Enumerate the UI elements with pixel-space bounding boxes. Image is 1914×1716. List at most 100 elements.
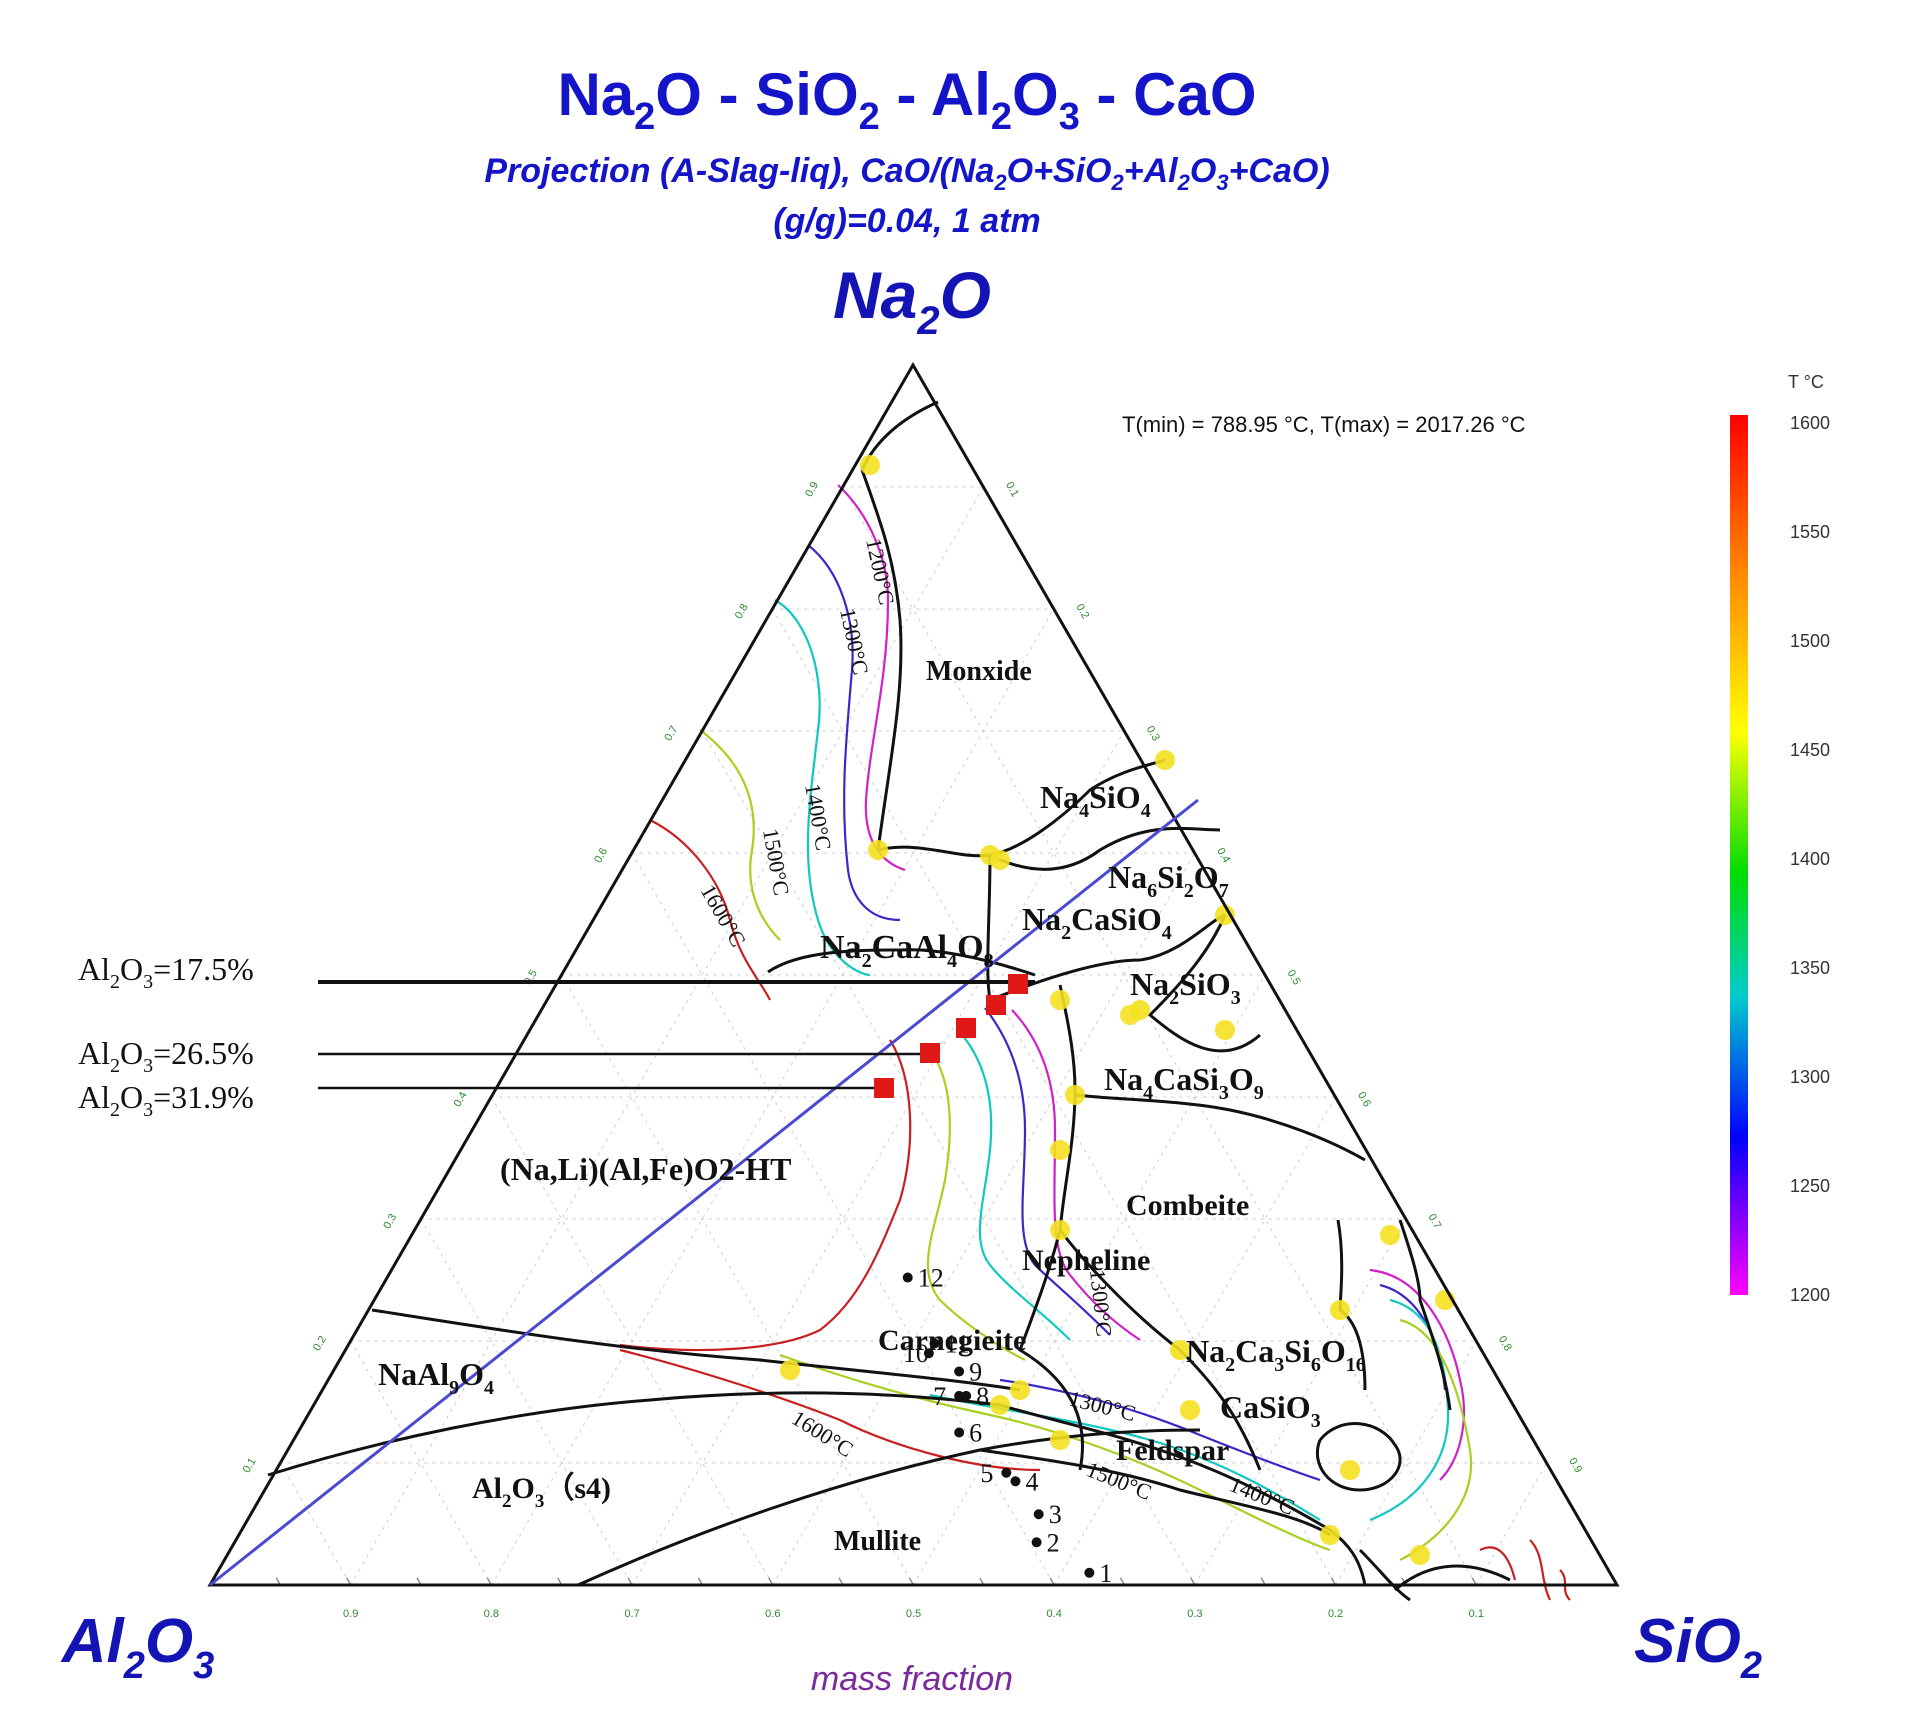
isotherm-lines (619, 484, 1571, 1601)
invariant-point (1320, 1525, 1340, 1545)
tick-label-bottom: 0.9 (343, 1608, 358, 1620)
isotherm-1200-mid (1011, 1009, 1141, 1341)
boundary-combeite-top (1074, 1093, 1366, 1162)
sample-point-label: 2 (1047, 1528, 1060, 1557)
section-marker (956, 1018, 976, 1038)
phase-nalialfe: (Na,Li)(Al,Fe)O2-HT (500, 1151, 792, 1187)
phase-al2o3-s4: Al2O3（s4) (472, 1471, 611, 1512)
invariant-point (1215, 905, 1235, 925)
tick-label-right: 0.6 (1355, 1090, 1373, 1109)
boundary-feldspar (999, 1403, 1367, 1586)
phase-labels: Monxide Na4SiO4 Na6Si2O7 Na2CaSiO4 Na2Ca… (378, 656, 1366, 1557)
phase-casio3: CaSiO3 (1220, 1389, 1321, 1432)
al2o3-31-9-label: Al2O3=31.9% (78, 1079, 254, 1121)
colorbar-tick: 1200 (1790, 1285, 1830, 1305)
invariant-points (780, 455, 1455, 1565)
sample-point (954, 1427, 965, 1438)
tick-label-right: 0.1 (1003, 480, 1021, 499)
tick-label-bottom: 0.1 (1469, 1608, 1484, 1620)
invariant-point (1215, 1020, 1235, 1040)
isotherm-1400-mid (957, 1029, 1071, 1341)
alumina-reference-lines (318, 980, 1035, 1090)
isotherm-1300-lower (999, 1378, 1321, 1482)
phase-nepheline: Nepheline (1022, 1244, 1150, 1277)
tick-label-left: 0.7 (662, 724, 680, 743)
tick-label-bottom: 0.4 (1047, 1608, 1062, 1620)
iso-label-1600-top: 1600°C (696, 880, 751, 951)
sample-point (1001, 1467, 1012, 1478)
invariant-point (1170, 1340, 1190, 1360)
phase-mullite: Mullite (834, 1526, 921, 1557)
phase-na6si2o7: Na6Si2O7 (1108, 859, 1229, 902)
invariant-point (1155, 750, 1175, 770)
phase-na4casi3o9: Na4CaSi3O9 (1104, 1061, 1264, 1104)
invariant-point (1065, 1085, 1085, 1105)
invariant-point (990, 850, 1010, 870)
sample-point (954, 1390, 965, 1401)
invariant-point (1380, 1225, 1400, 1245)
isotherm-1600-mid (619, 1039, 912, 1352)
sample-point (1031, 1537, 1042, 1548)
sample-point (1010, 1476, 1021, 1487)
grid-line (420, 1218, 633, 1586)
sample-point-label: 8 (976, 1382, 989, 1411)
colorbar-tick: 1300 (1790, 1067, 1830, 1087)
iso-label-1300-nepheline: 1300°C (1085, 1268, 1117, 1338)
phase-na2caal4o8: Na2CaAl4O8 (820, 929, 994, 972)
tick-label-left: 0.5 (522, 968, 540, 987)
colorbar-tick: 1400 (1790, 849, 1830, 869)
colorbar-title: T °C (1788, 372, 1824, 392)
colorbar-tick: 1450 (1790, 740, 1830, 760)
tick-label-left: 0.9 (803, 480, 821, 499)
section-marker (1008, 974, 1028, 994)
phase-carnegieite: Carnegieite (878, 1324, 1026, 1357)
tick-label-left: 0.2 (311, 1334, 329, 1353)
grid-line (350, 486, 984, 1586)
tick-label-right: 0.8 (1496, 1334, 1514, 1353)
boundary-vertical-mid (1058, 984, 1077, 1231)
sample-point (902, 1272, 913, 1283)
phase-feldspar: Feldspar (1116, 1434, 1229, 1467)
tick-label-left: 0.1 (241, 1456, 259, 1475)
phase-na4sio4: Na4SiO4 (1040, 779, 1151, 822)
isotherm-1200-upper (837, 484, 906, 872)
invariant-point (868, 840, 888, 860)
colorbar (1730, 415, 1748, 1295)
tick-label-left: 0.3 (381, 1212, 399, 1231)
sample-point (1033, 1509, 1044, 1520)
phase-monoxide: Monxide (926, 656, 1032, 687)
vertex-label-al2o3: Al2O3 (60, 1607, 215, 1687)
boundary-nalf-lower (371, 1308, 1021, 1392)
tick-label-right: 0.5 (1285, 968, 1303, 987)
tick-label-right: 0.2 (1073, 602, 1091, 621)
phase-naal9o14: NaAl9O4 (378, 1356, 494, 1399)
boundary-monoxide-right (877, 758, 1166, 858)
grid-line (631, 852, 1055, 1586)
boundary-right-edge (1394, 1219, 1511, 1592)
tick-label-bottom: 0.3 (1187, 1608, 1202, 1620)
invariant-point (990, 1395, 1010, 1415)
boundary-right-loop (1315, 1422, 1402, 1492)
iso-label-1200-top: 1200°C (861, 536, 899, 607)
sample-point-label: 4 (1025, 1467, 1038, 1496)
colorbar-tick: 1600 (1790, 413, 1830, 433)
temperature-range: T(min) = 788.95 °C, T(max) = 2017.26 °C (1122, 412, 1526, 437)
isotherm-1300-mid (984, 1007, 1111, 1336)
grid-line (490, 1096, 774, 1586)
section-line (209, 798, 1199, 1587)
invariant-point (1410, 1545, 1430, 1565)
invariant-point (1050, 1430, 1070, 1450)
grid-line (1194, 1218, 1407, 1586)
isotherm-right-1400 (1369, 1298, 1450, 1522)
sample-point-label: 7 (933, 1382, 946, 1411)
isotherm-1500-upper (699, 729, 781, 941)
phase-na2sio3: Na2SiO3 (1130, 966, 1241, 1009)
isotherm-1500-mid (924, 1044, 1026, 1361)
invariant-point (780, 1360, 800, 1380)
grid-line (561, 974, 914, 1586)
isotherm-1600-lower (619, 1348, 1041, 1472)
invariant-point (860, 455, 880, 475)
invariant-point (1050, 1140, 1070, 1160)
